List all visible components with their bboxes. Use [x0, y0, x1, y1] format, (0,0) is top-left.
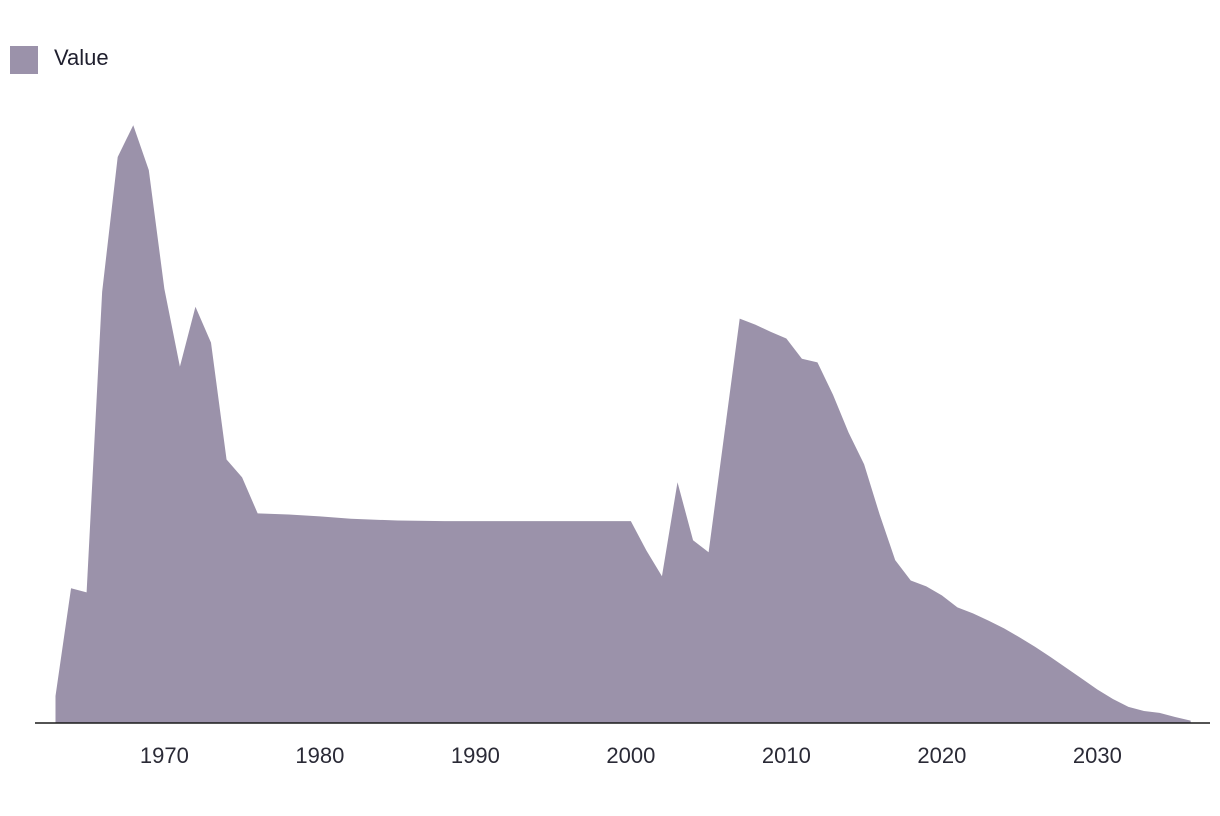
legend-swatch — [10, 46, 38, 74]
watermark: GlobalData — [494, 386, 727, 435]
x-tick-label: 1990 — [451, 743, 500, 768]
x-tick-label: 2010 — [762, 743, 811, 768]
x-tick-label: 2020 — [917, 743, 966, 768]
legend-label: Value — [54, 45, 109, 70]
series-area — [55, 125, 1191, 723]
x-tick-label: 2030 — [1073, 743, 1122, 768]
x-tick-label: 1980 — [295, 743, 344, 768]
legend: Value — [10, 45, 109, 74]
x-tick-label: 2000 — [606, 743, 655, 768]
x-axis-ticks: 1970 1980 1990 2000 2010 2020 2030 — [140, 743, 1122, 768]
x-tick-label: 1970 — [140, 743, 189, 768]
plot-area: 1970 1980 1990 2000 2010 2020 2030 GlobalData — [35, 125, 1210, 768]
